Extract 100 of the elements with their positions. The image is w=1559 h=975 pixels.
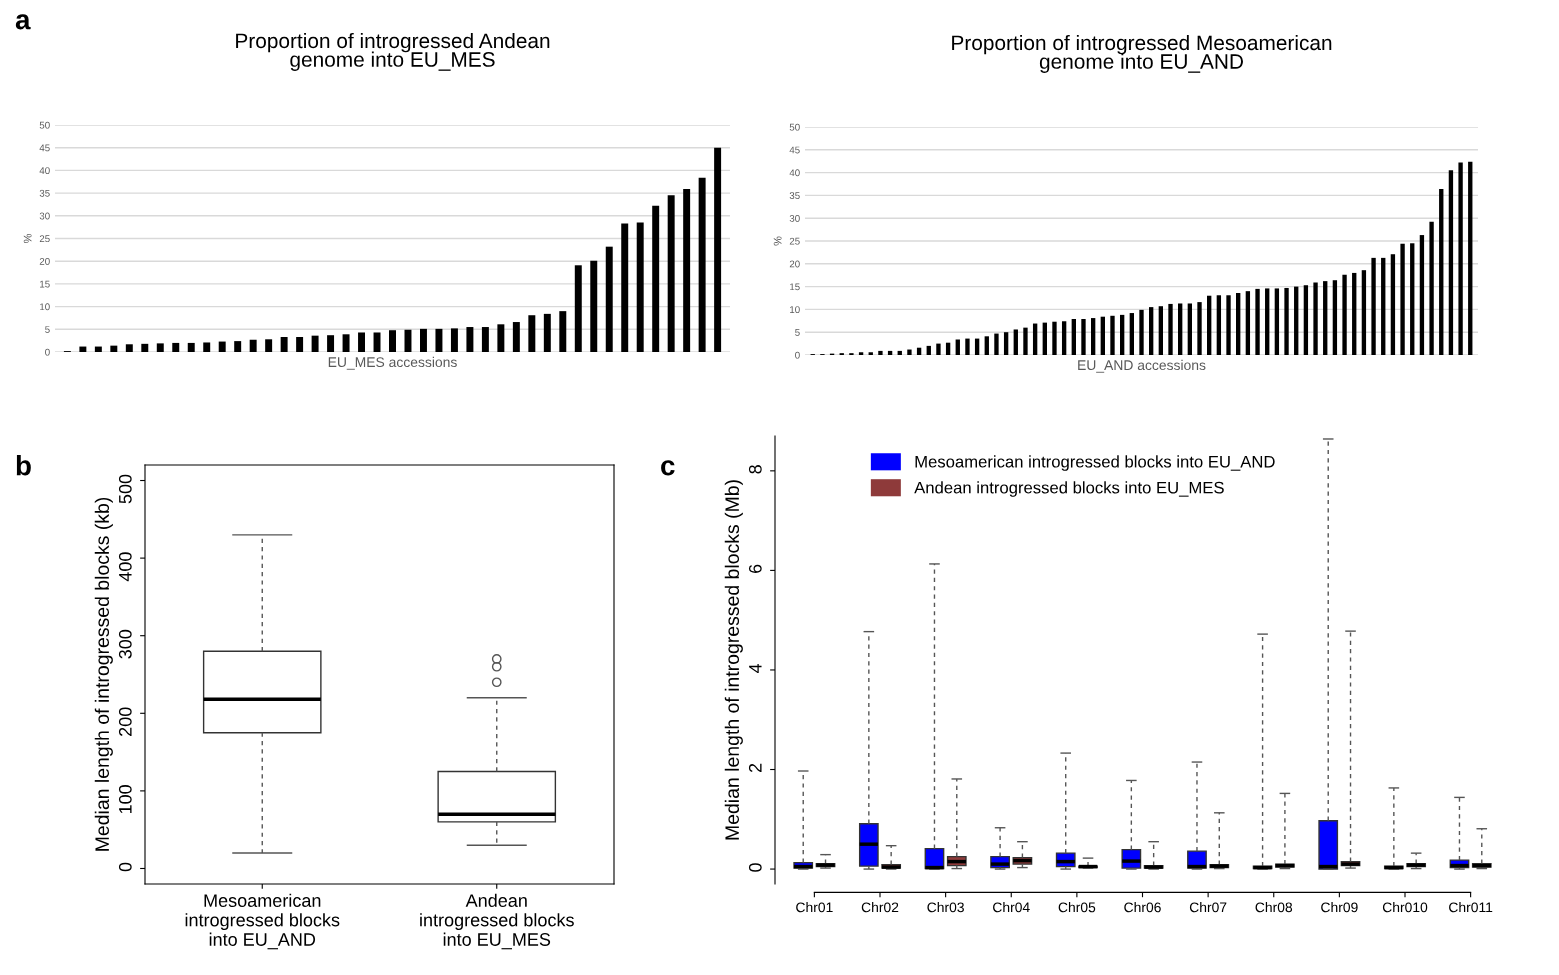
bar	[1081, 318, 1086, 355]
bar	[481, 327, 489, 352]
bar	[868, 352, 873, 355]
bar	[1168, 303, 1173, 355]
bar	[621, 223, 629, 352]
bar	[1429, 221, 1434, 355]
chart-title: Proportion of introgressed Mesoamerican genome into EU_AND	[952, 34, 1332, 73]
bar	[907, 349, 912, 355]
bar	[1148, 307, 1154, 355]
bar	[1207, 295, 1212, 355]
y-axis-title: %	[773, 236, 782, 246]
bar	[327, 335, 335, 352]
bar	[965, 338, 970, 355]
bar	[1284, 287, 1289, 355]
y-tick-label: 0	[795, 351, 800, 359]
bar	[1090, 318, 1096, 355]
bar	[858, 352, 864, 355]
y-tick-label: 20	[39, 257, 50, 265]
bar	[1216, 295, 1222, 355]
bar	[683, 189, 691, 352]
bar	[450, 328, 458, 352]
bar	[389, 330, 396, 352]
x-tick-label: Chr09	[1321, 902, 1358, 913]
x-tick-label: Andean introgressed blocks into EU_MES	[420, 893, 574, 950]
y-tick-label: 100	[118, 785, 132, 814]
bar	[373, 332, 381, 352]
y-tick-label: 40	[789, 169, 800, 177]
x-tick-label: Chr06	[1124, 902, 1161, 913]
legend-label: Mesoamerican introgressed blocks into EU_AND	[915, 455, 1275, 471]
legend-label: Andean introgressed blocks into EU_MES	[914, 481, 1224, 497]
bar	[1419, 235, 1425, 355]
bar	[574, 265, 582, 352]
bar	[296, 337, 304, 352]
bar	[1226, 295, 1231, 355]
bar	[1390, 254, 1396, 355]
bar	[1410, 243, 1415, 355]
bar	[559, 311, 567, 352]
x-axis-title: EU_MES accessions	[328, 356, 457, 370]
bar	[1032, 323, 1038, 355]
bar	[955, 339, 960, 355]
y-tick-label: 35	[39, 189, 50, 197]
bar	[512, 322, 520, 352]
bar	[1342, 274, 1347, 355]
bar	[342, 334, 350, 352]
y-tick-label: 8	[748, 465, 762, 474]
bar	[187, 342, 195, 352]
y-tick-label: 50	[789, 123, 800, 131]
bar	[667, 195, 675, 352]
y-tick-label: 20	[789, 260, 800, 268]
bar	[528, 315, 536, 352]
bar	[1352, 272, 1357, 355]
bar	[435, 328, 443, 352]
bar	[125, 344, 133, 352]
text: b	[16, 455, 31, 476]
y-tick-label: 10	[40, 303, 50, 311]
y-tick-label: 6	[748, 564, 762, 573]
bar	[605, 246, 613, 352]
bar	[590, 260, 598, 352]
chart-title: Proportion of introgressed Andean genome into EU_MES	[236, 32, 550, 71]
y-tick-label: 5	[45, 326, 50, 333]
x-tick-label: Chr07	[1189, 902, 1227, 913]
bar	[1265, 288, 1270, 355]
x-tick-label: Chr05	[1058, 902, 1096, 913]
x-tick-label: Chr010	[1382, 902, 1428, 913]
bar	[1381, 257, 1386, 355]
bar	[994, 333, 999, 355]
y-axis-title: Median length of introgressed blocks (Mb)	[724, 480, 743, 840]
y-tick-label: 500	[118, 474, 132, 504]
x-axis-title: EU_AND accessions	[1078, 359, 1206, 373]
bar	[936, 343, 941, 355]
bar	[926, 345, 931, 355]
y-tick-label: 200	[118, 707, 132, 736]
bar	[1139, 309, 1144, 355]
y-tick-label: 400	[118, 552, 132, 582]
bar	[156, 343, 164, 352]
bar	[1294, 286, 1299, 355]
bar	[1110, 315, 1115, 355]
x-tick-label: Chr04	[993, 902, 1030, 913]
bar	[974, 338, 980, 355]
y-tick-label: 50	[39, 121, 50, 129]
y-tick-label: 0	[748, 863, 762, 872]
text: a	[15, 14, 31, 30]
bar	[497, 324, 505, 352]
bar	[311, 335, 319, 352]
bar	[1274, 288, 1280, 355]
bar	[79, 346, 87, 352]
bar	[1448, 170, 1454, 355]
bar	[1236, 292, 1241, 355]
bar	[249, 339, 257, 352]
bar	[1129, 313, 1135, 355]
y-axis-title: %	[23, 233, 32, 244]
bar	[652, 205, 660, 352]
bar	[1332, 280, 1338, 355]
bar	[1100, 316, 1105, 355]
bar	[543, 313, 551, 352]
y-tick-label: 25	[789, 237, 800, 245]
bar	[1187, 303, 1193, 355]
bar	[203, 342, 211, 352]
bar	[1071, 318, 1076, 355]
bar	[1371, 257, 1376, 355]
